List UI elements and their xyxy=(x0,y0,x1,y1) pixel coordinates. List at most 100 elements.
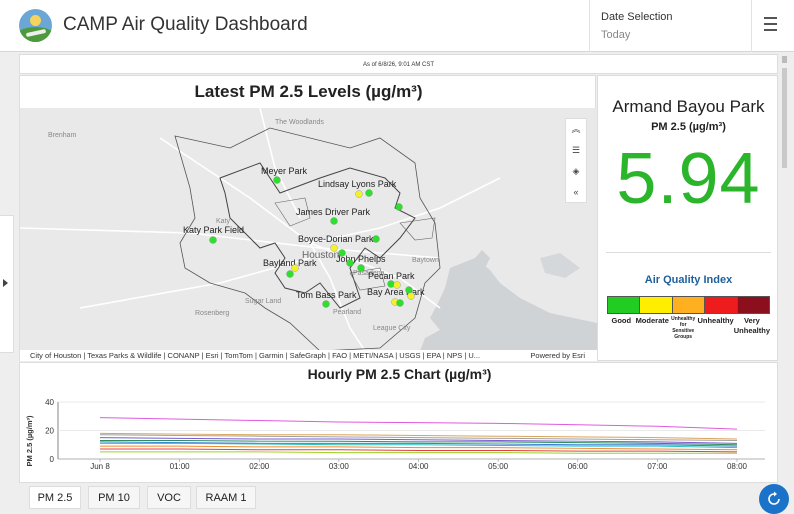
y-axis-label: PM 2.5 (µg/m³) xyxy=(25,415,34,466)
place-label: League City xyxy=(373,325,411,332)
site-label: Meyer Park xyxy=(261,166,308,176)
site-label: Boyce-Dorian Park xyxy=(298,234,374,244)
map-panel: Latest PM 2.5 Levels (µg/m³) xyxy=(19,75,597,361)
double-chevron-left-icon[interactable]: « xyxy=(573,187,579,197)
site-label: John Phelps xyxy=(336,254,386,264)
refresh-button[interactable] xyxy=(759,484,789,514)
double-chevron-up-icon[interactable]: ︽ xyxy=(571,124,581,134)
x-tick-label: 03:00 xyxy=(329,462,350,471)
sidebar-toggle[interactable] xyxy=(0,215,14,353)
camp-logo[interactable] xyxy=(19,9,52,42)
site-pm-value: 5.94 xyxy=(616,139,761,219)
map-attribution: City of Houston | Texas Parks & Wildlife… xyxy=(20,350,597,361)
y-tick-label: 40 xyxy=(45,398,54,407)
scrollbar[interactable] xyxy=(782,54,787,506)
sensor-marker xyxy=(322,300,330,308)
series-line-3 xyxy=(99,437,738,444)
site-label: Katy Park Field xyxy=(183,225,244,235)
series-line-7 xyxy=(100,445,738,451)
map-view[interactable]: Brenham The Woodlands Katy Sugar Land Ro… xyxy=(20,108,597,351)
aqi-label: Unhealthy xyxy=(697,316,734,325)
site-label: James Driver Park xyxy=(296,207,371,217)
date-selection-value: Today xyxy=(601,29,631,41)
sensor-marker xyxy=(209,236,217,244)
sensor-marker xyxy=(365,189,373,197)
aqi-label: Unhealthy for Sensitive Groups xyxy=(671,316,696,340)
hamburger-menu-icon[interactable] xyxy=(760,17,782,35)
app-header: CAMP Air Quality Dashboard Date Selectio… xyxy=(0,0,794,52)
place-label: Brenham xyxy=(48,132,77,139)
x-tick-label: Jun 8 xyxy=(90,462,110,471)
x-tick-label: 08:00 xyxy=(727,462,748,471)
sensor-marker xyxy=(395,203,403,211)
sensor-marker xyxy=(330,217,338,225)
site-label: Bay Area Park xyxy=(367,287,425,297)
list-icon[interactable]: ☰ xyxy=(571,145,581,155)
sensor-marker xyxy=(396,299,404,307)
place-label: Pasadena xyxy=(353,270,385,277)
aqi-label: Very Unhealthy xyxy=(733,316,770,335)
aqi-swatch-unhealthy xyxy=(705,297,738,313)
site-label: Bayland Park xyxy=(263,258,317,268)
app-title: CAMP Air Quality Dashboard xyxy=(63,14,308,35)
aqi-swatch-very-unhealthy xyxy=(737,297,770,313)
site-label: Lindsay Lyons Park xyxy=(318,179,397,189)
hourly-chart-panel: Hourly PM 2.5 Chart (µg/m³) PM 2.5 (µg/m… xyxy=(19,362,778,483)
place-label: The Woodlands xyxy=(275,119,324,126)
sensor-marker xyxy=(346,259,354,267)
divider xyxy=(606,252,771,253)
x-tick-label: 07:00 xyxy=(647,462,668,471)
sensor-marker xyxy=(387,280,395,288)
sensor-marker xyxy=(355,190,363,198)
layers-icon[interactable]: ◈ xyxy=(572,166,580,176)
aqi-swatch-moderate xyxy=(640,297,673,313)
sensor-marker xyxy=(393,281,401,289)
place-label: Sugar Land xyxy=(245,298,281,305)
y-tick-label: 0 xyxy=(50,455,55,464)
map-toolbar: ︽ ☰ ◈ « xyxy=(565,118,587,203)
chevron-right-icon xyxy=(3,279,8,287)
refresh-icon xyxy=(768,491,780,505)
tab-pm25[interactable]: PM 2.5 xyxy=(29,486,81,509)
sensor-marker xyxy=(330,244,338,252)
hourly-line-chart[interactable]: PM 2.5 (µg/m³) 0 20 40 Jun 8 01:00 02:00 03:0… xyxy=(20,363,779,484)
date-selection-label: Date Selection xyxy=(601,11,673,23)
sensor-marker xyxy=(291,264,299,272)
place-label: Katy xyxy=(216,218,231,225)
sensor-marker xyxy=(372,235,380,243)
site-label: Tom Bass Park xyxy=(296,290,357,300)
series-line-6 xyxy=(100,442,738,449)
series-line-5 xyxy=(99,441,738,447)
attribution-text: City of Houston | Texas Parks & Wildlife… xyxy=(30,351,481,360)
site-unit-label: PM 2.5 (µg/m³) xyxy=(651,121,726,133)
x-tick-label: 02:00 xyxy=(249,462,270,471)
site-reading-panel: Armand Bayou Park PM 2.5 (µg/m³) 5.94 Ai… xyxy=(597,75,778,361)
x-tick-label: 06:00 xyxy=(568,462,589,471)
site-label: Pecan Park xyxy=(368,271,415,281)
x-tick-label: 05:00 xyxy=(488,462,509,471)
series-line-4 xyxy=(100,439,738,446)
place-label: Rosenberg xyxy=(195,310,229,317)
place-label: Houston xyxy=(302,250,339,261)
aqi-legend-bar xyxy=(607,296,770,314)
aqi-swatch-usg xyxy=(672,297,706,313)
date-selection[interactable]: Date Selection Today xyxy=(589,0,752,52)
map-title: Latest PM 2.5 Levels (µg/m³) xyxy=(194,82,423,101)
series-line-2 xyxy=(99,434,738,441)
sensor-marker xyxy=(338,249,346,257)
tab-raam1[interactable]: RAAM 1 xyxy=(196,486,256,509)
place-label: Pearland xyxy=(333,309,361,316)
aqi-title: Air Quality Index xyxy=(644,274,733,286)
aqi-legend-labels: Good Moderate Unhealthy for Sensitive Gr… xyxy=(607,316,770,340)
y-tick-label: 20 xyxy=(45,427,54,436)
sensor-marker xyxy=(407,292,415,300)
sensor-marker xyxy=(357,264,365,272)
powered-by-esri[interactable]: Powered by Esri xyxy=(530,351,585,360)
sensor-marker xyxy=(286,270,294,278)
site-name: Armand Bayou Park xyxy=(612,97,765,116)
x-tick-label: 04:00 xyxy=(408,462,429,471)
tab-voc[interactable]: VOC xyxy=(147,486,191,509)
sensor-marker xyxy=(273,176,281,184)
series-line-1 xyxy=(99,432,738,440)
tab-pm10[interactable]: PM 10 xyxy=(88,486,140,509)
